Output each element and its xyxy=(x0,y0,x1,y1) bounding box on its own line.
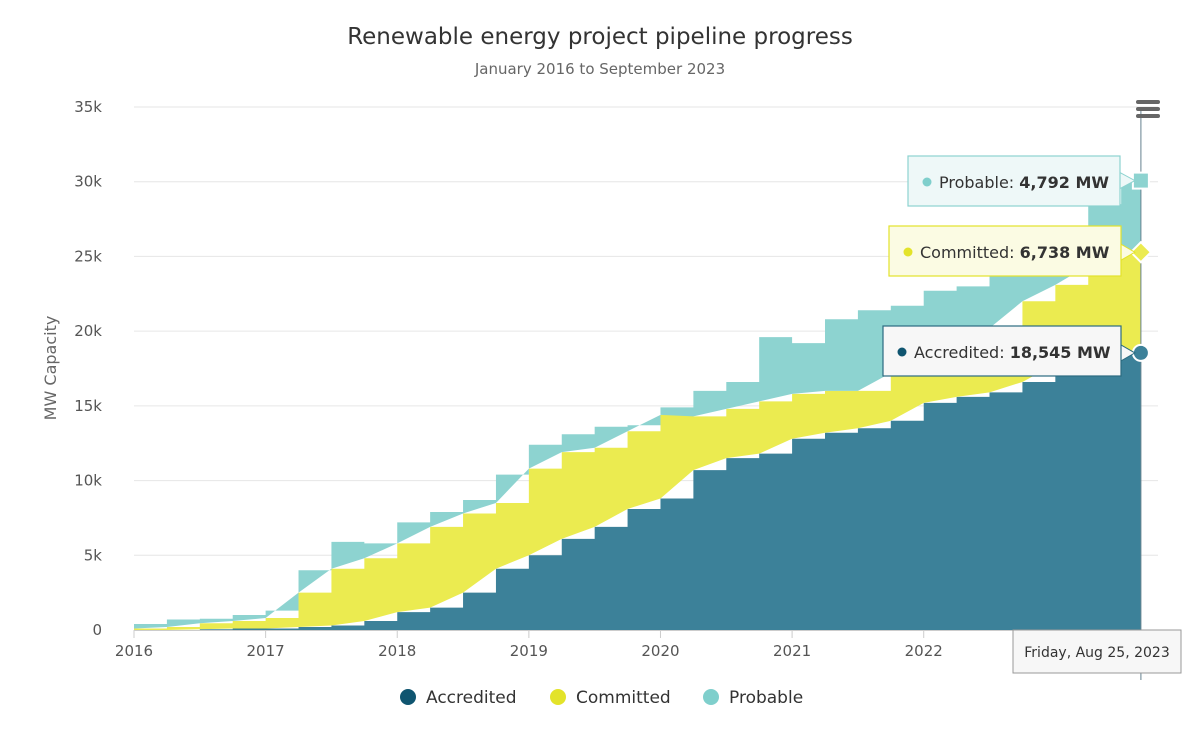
axes: 0 5k 10k 15k 20k 25k 30k 35k 2016 2017 2018 2019 202… xyxy=(74,98,1158,660)
chart-title: Renewable energy project pipeline progre… xyxy=(347,24,853,50)
tooltip-date-text: Friday, Aug 25, 2023 xyxy=(1024,645,1169,661)
legend-marker xyxy=(550,689,566,705)
tooltip-box xyxy=(907,155,1121,207)
legend-label: Committed xyxy=(576,688,671,708)
menu-bar-top xyxy=(1136,100,1160,104)
tooltip-label: Committed: xyxy=(920,243,1020,262)
y-tick-label: 15k xyxy=(74,397,102,415)
x-tick-label: 2022 xyxy=(905,642,943,660)
legend-label: Accredited xyxy=(426,688,517,708)
legend-marker xyxy=(703,689,719,705)
x-tick-label: 2018 xyxy=(378,642,416,660)
tooltip-value: 4,792 MW xyxy=(1019,173,1109,192)
y-tick-label: 30k xyxy=(74,173,102,191)
legend: Accredited Committed Probable xyxy=(400,688,803,708)
legend-label: Probable xyxy=(729,688,803,708)
tooltip-series-dot xyxy=(897,347,907,357)
x-tick-label: 2020 xyxy=(641,642,679,660)
crosshair xyxy=(1129,107,1153,680)
y-tick-label: 5k xyxy=(84,546,103,564)
y-tick-label: 10k xyxy=(74,472,102,490)
legend-item-committed[interactable]: Committed xyxy=(550,688,671,708)
menu-bar-middle xyxy=(1136,107,1160,111)
tooltip-accredited: Accredited: 18,545 MW xyxy=(882,325,1136,377)
tooltip-box xyxy=(888,225,1122,277)
tooltip-value: 6,738 MW xyxy=(1020,243,1110,262)
y-tick-label: 35k xyxy=(74,98,102,116)
x-tick-label: 2019 xyxy=(510,642,548,660)
hamburger-menu-icon[interactable] xyxy=(1132,96,1164,124)
y-tick-label: 25k xyxy=(74,247,102,265)
plot-area[interactable] xyxy=(134,180,1141,630)
tooltip-value: 18,545 MW xyxy=(1010,343,1111,362)
chart-subtitle: January 2016 to September 2023 xyxy=(474,60,725,78)
tooltip-date-box xyxy=(1012,629,1182,674)
tooltip-text: Accredited: 18,545 MW xyxy=(914,343,1111,362)
x-tick-label: 2016 xyxy=(115,642,153,660)
tooltip-date: Friday, Aug 25, 2023 xyxy=(1012,629,1182,674)
area-series-accredited[interactable] xyxy=(134,352,1141,630)
marker-committed xyxy=(1129,240,1153,264)
legend-marker xyxy=(400,689,416,705)
tooltip-series-dot xyxy=(922,177,932,187)
tooltip-probable: Probable: 4,792 MW xyxy=(907,155,1136,207)
tooltip-committed: Committed: 6,738 MW xyxy=(888,225,1136,277)
gridlines xyxy=(134,106,1158,556)
y-axis-title: MW Capacity xyxy=(41,316,60,421)
y-tick-label: 0 xyxy=(92,621,102,639)
x-tick-label: 2017 xyxy=(247,642,285,660)
tooltip-label: Probable: xyxy=(939,173,1019,192)
legend-item-accredited[interactable]: Accredited xyxy=(400,688,517,708)
tooltip-label: Accredited: xyxy=(914,343,1010,362)
menu-bar-bottom xyxy=(1136,114,1160,118)
y-tick-label: 20k xyxy=(74,322,102,340)
x-tick-label: 2021 xyxy=(773,642,811,660)
legend-item-probable[interactable]: Probable xyxy=(703,688,803,708)
tooltip-text: Committed: 6,738 MW xyxy=(920,243,1110,262)
tooltip-box xyxy=(882,325,1122,377)
tooltips: Probable: 4,792 MW Committed: 6,738 MW Acc… xyxy=(882,155,1182,674)
tooltip-series-dot xyxy=(903,247,913,257)
area-series-committed[interactable] xyxy=(134,252,1141,630)
tooltip-text: Probable: 4,792 MW xyxy=(939,173,1109,192)
